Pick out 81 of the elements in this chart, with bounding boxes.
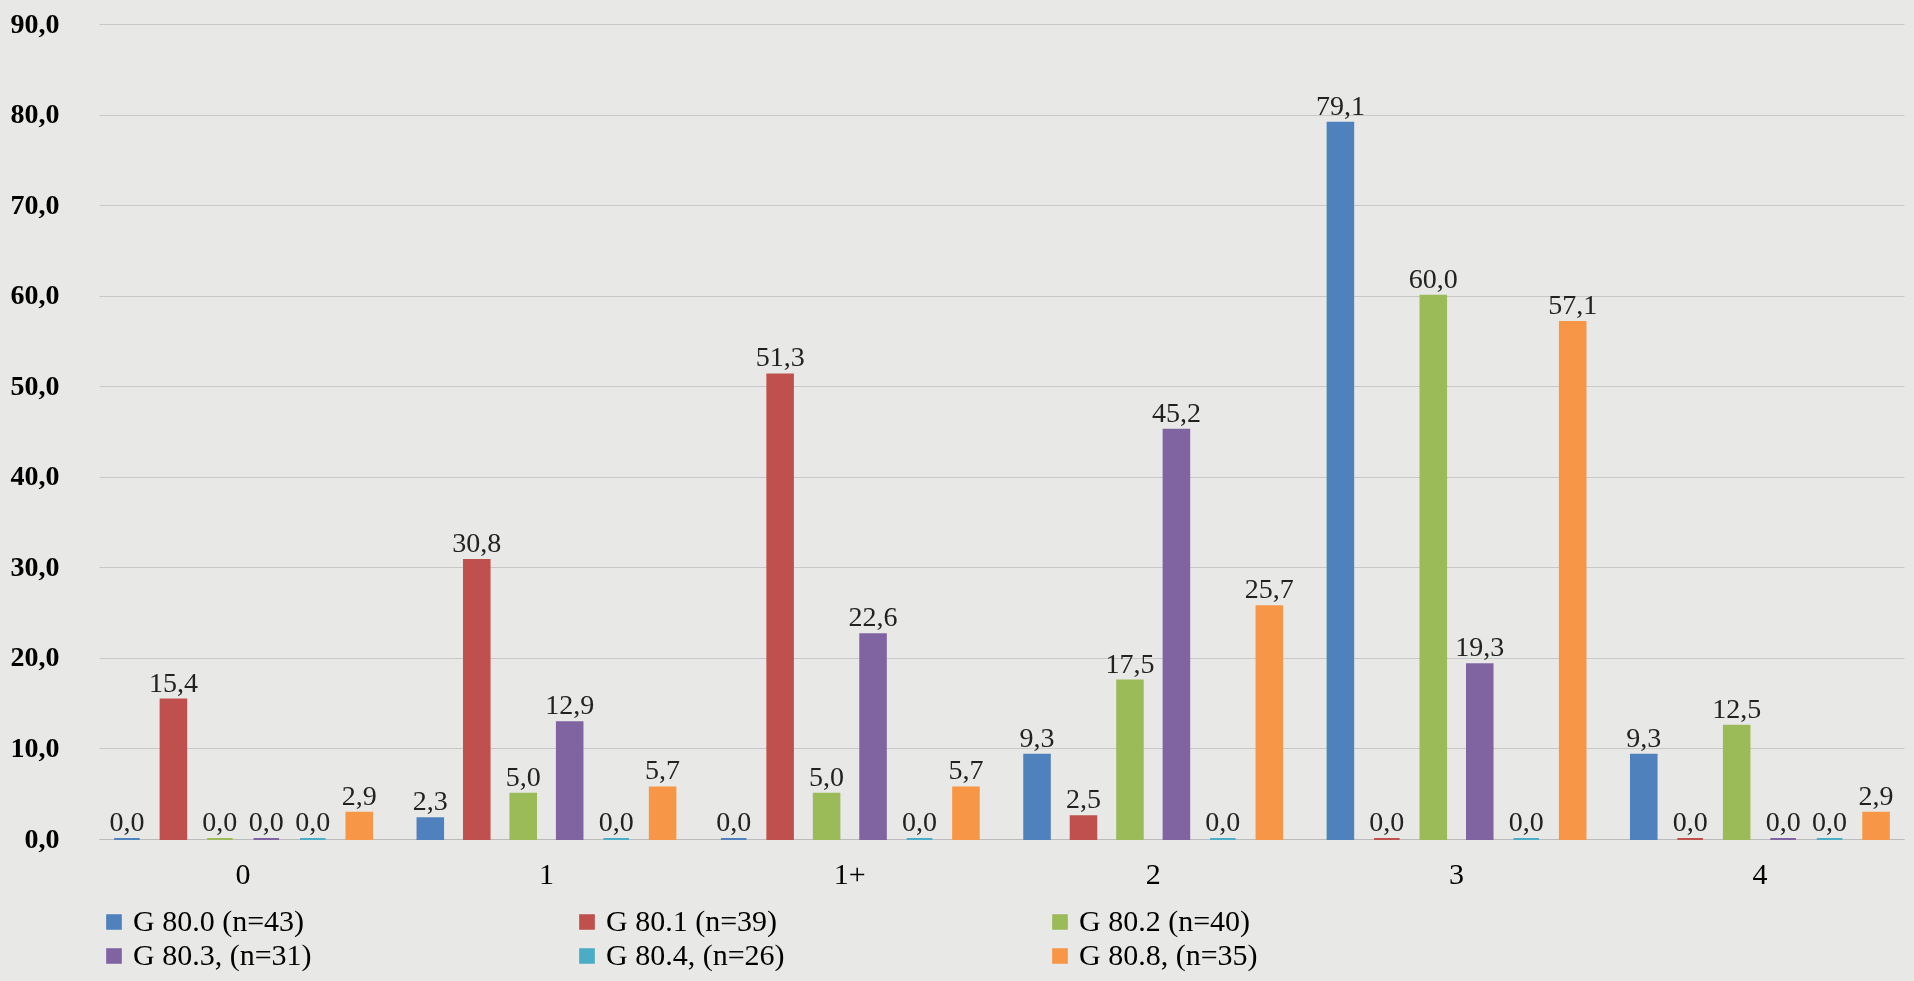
data-label: 0,0 <box>716 806 752 837</box>
x-tick-label: 2 <box>1145 856 1161 890</box>
bar <box>648 786 677 840</box>
data-label: 12,5 <box>1712 692 1762 724</box>
bar <box>1326 121 1355 840</box>
data-label: 22,6 <box>848 601 898 633</box>
data-label: 30,8 <box>452 527 502 559</box>
data-label: 45,2 <box>1151 396 1201 428</box>
legend-label: G 80.1 (n=39) <box>606 904 778 938</box>
y-tick-label: 80,0 <box>10 98 60 130</box>
data-label: 15,4 <box>148 666 198 698</box>
data-label: 25,7 <box>1244 573 1294 605</box>
bar <box>1558 320 1587 840</box>
bar <box>1069 815 1098 840</box>
legend-label: G 80.3, (n=31) <box>133 938 312 972</box>
bar <box>1629 753 1658 840</box>
y-tick-label: 90,0 <box>10 7 60 39</box>
data-label: 9,3 <box>1626 721 1662 753</box>
data-label: 0,0 <box>1369 806 1405 837</box>
data-label: 12,9 <box>545 689 595 721</box>
y-tick-label: 40,0 <box>10 460 60 492</box>
bar <box>859 633 887 840</box>
bar <box>1862 811 1890 840</box>
y-tick-label: 60,0 <box>10 279 60 311</box>
legend-label: G 80.4, (n=26) <box>606 938 785 972</box>
data-label: 0,0 <box>1672 806 1708 837</box>
x-tick-label: 1 <box>538 856 554 890</box>
legend-label: G 80.8, (n=35) <box>1079 938 1258 972</box>
bar <box>462 559 491 840</box>
data-label: 0,0 <box>109 806 145 837</box>
y-tick-label: 70,0 <box>10 188 60 220</box>
bar <box>1255 605 1284 840</box>
data-label: 0,0 <box>1508 806 1544 837</box>
y-tick-label: 50,0 <box>10 369 60 401</box>
data-label: 79,1 <box>1315 89 1365 121</box>
data-label: 5,7 <box>645 754 681 786</box>
data-label: 2,9 <box>341 779 377 811</box>
data-label: 5,0 <box>809 760 845 792</box>
x-tick-label: 4 <box>1752 856 1768 890</box>
data-label: 17,5 <box>1105 647 1155 679</box>
bar <box>1466 663 1494 840</box>
bar <box>159 698 188 840</box>
x-tick-label: 3 <box>1449 856 1465 890</box>
bar <box>766 373 794 840</box>
y-tick-label: 30,0 <box>10 550 60 582</box>
data-label: 2,9 <box>1858 779 1894 811</box>
y-tick-label: 0,0 <box>24 822 60 854</box>
y-tick-label: 10,0 <box>10 731 60 763</box>
y-tick-label: 20,0 <box>10 641 60 673</box>
bar <box>345 811 374 840</box>
bar <box>1116 679 1144 840</box>
bar <box>1722 724 1751 840</box>
data-label: 5,0 <box>505 760 541 792</box>
bar <box>555 721 584 840</box>
data-label: 2,5 <box>1065 783 1101 815</box>
x-tick-label: 1+ <box>833 856 866 890</box>
data-label: 0,0 <box>295 806 331 837</box>
legend-label: G 80.2 (n=40) <box>1079 904 1251 938</box>
data-label: 51,3 <box>755 341 805 373</box>
data-label: 2,3 <box>412 785 448 817</box>
data-label: 9,3 <box>1019 721 1055 753</box>
data-label: 19,3 <box>1455 631 1505 663</box>
bar <box>416 817 445 840</box>
bar <box>509 792 537 840</box>
data-label: 0,0 <box>1812 806 1848 837</box>
bar <box>812 792 841 840</box>
data-label: 60,0 <box>1408 262 1458 294</box>
data-label: 5,7 <box>948 754 984 786</box>
data-label: 0,0 <box>248 806 284 837</box>
data-label: 0,0 <box>598 806 634 837</box>
bar <box>1162 428 1191 840</box>
data-label: 0,0 <box>902 806 938 837</box>
x-tick-label: 0 <box>235 856 251 890</box>
data-label: 57,1 <box>1548 288 1598 320</box>
bar <box>952 786 980 840</box>
bar <box>1419 294 1448 840</box>
data-label: 0,0 <box>1765 806 1801 837</box>
legend-label: G 80.0 (n=43) <box>133 904 305 938</box>
bar <box>1023 753 1051 840</box>
data-label: 0,0 <box>1205 806 1241 837</box>
data-label: 0,0 <box>202 806 238 837</box>
